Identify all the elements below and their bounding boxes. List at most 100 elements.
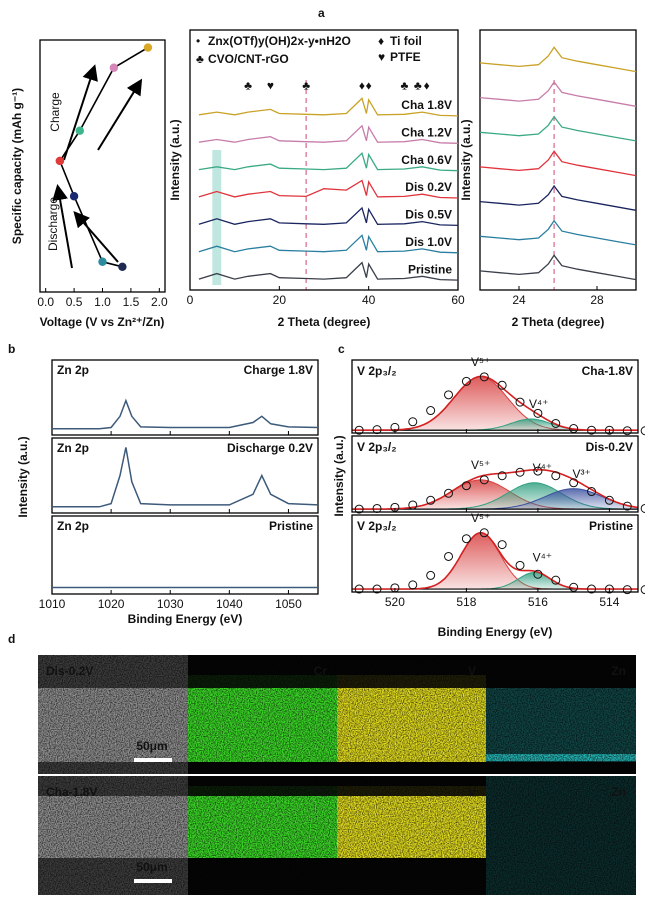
legend-symbol: ♣ (196, 52, 204, 66)
spectrum (198, 151, 459, 172)
x-tick-label: 0.5 (66, 295, 83, 309)
data-point (444, 390, 454, 400)
data-point (479, 528, 489, 538)
sample-label: Dis-0.2V (586, 440, 633, 454)
data-point (354, 584, 364, 594)
legend-symbol: ♥ (378, 50, 385, 64)
data-point (461, 481, 471, 491)
annotation: Charge (48, 92, 62, 132)
data-point (569, 478, 579, 488)
trace-label: Cha 1.2V (401, 125, 452, 139)
image-texture (337, 776, 486, 895)
charge-arrow (97, 78, 143, 151)
image-texture (337, 655, 486, 774)
scale-bar-label: 50μm (136, 739, 167, 753)
component-label: V⁵⁺ (471, 458, 490, 472)
data-point (515, 560, 525, 570)
panel-label: Zn 2p (57, 441, 89, 455)
data-point (640, 426, 645, 436)
fit-envelope (352, 375, 638, 431)
trace-label: Dis 1.0V (405, 235, 452, 249)
component-label: V⁵⁺ (471, 511, 490, 525)
legend-symbol: ♦ (378, 34, 384, 48)
element-label: Cr (314, 785, 328, 799)
panel-label: Zn 2p (57, 519, 89, 533)
x-axis-label: 2 Theta (degree) (512, 315, 605, 329)
x-tick-label: 20 (273, 293, 287, 307)
peak-marker: ♣ (400, 79, 408, 93)
scale-bar-label: 50μm (136, 860, 167, 874)
data-point (515, 397, 525, 407)
x-tick-label: 1010 (39, 597, 66, 611)
data-point (109, 63, 119, 72)
axes-frame (51, 359, 319, 436)
peak-marker: ♣ (414, 79, 422, 93)
data-point (479, 372, 489, 382)
curve (59, 160, 123, 268)
fit-component (352, 532, 638, 590)
component-label: V⁴⁺ (533, 461, 553, 475)
data-point (604, 495, 614, 505)
x-tick-label: 518 (456, 595, 476, 609)
data-point (408, 500, 418, 510)
data-point (497, 471, 507, 481)
spectrum (479, 150, 637, 177)
curve (59, 46, 149, 162)
axes-frame (351, 435, 639, 513)
sample-label: Dis-0.2V (46, 664, 93, 678)
x-axis-label: Binding Energy (eV) (438, 625, 553, 639)
fit-envelope (352, 531, 638, 590)
eds-images (38, 655, 636, 895)
data-point (515, 467, 525, 477)
data-point (118, 262, 127, 271)
spectrum (52, 398, 319, 430)
discharge-arrow (52, 184, 73, 269)
x-axis-label: Binding Energy (eV) (128, 612, 243, 626)
x-tick-label: 1.0 (94, 295, 111, 309)
data-point (622, 501, 632, 511)
spectrum (198, 124, 459, 144)
discharge-arrow (73, 210, 119, 263)
y-axis-label: Intensity (a.u.) (332, 435, 346, 516)
data-point (426, 495, 436, 505)
data-point (479, 475, 489, 485)
sample-label: Discharge 0.2V (227, 441, 313, 455)
x-tick-label: 24 (512, 293, 526, 307)
x-axis-label: 2 Theta (degree) (278, 315, 371, 329)
axes-frame (351, 359, 639, 434)
image-texture (486, 776, 636, 895)
x-tick-label: 1050 (275, 597, 302, 611)
image-texture (38, 655, 188, 774)
panel-letter: b (8, 342, 15, 356)
fit-component (352, 376, 638, 431)
panel-label: V 2p₃/₂ (357, 519, 397, 533)
x-tick-label: 514 (599, 595, 619, 609)
data-point (444, 488, 454, 498)
data-point (533, 569, 543, 579)
fit-envelope (352, 468, 639, 510)
peak-marker: ♦ (424, 79, 430, 93)
axes-frame (39, 39, 166, 293)
spectrum (479, 115, 637, 142)
sample-label: Cha-1.8V (582, 364, 633, 378)
element-label: V (468, 664, 476, 678)
x-tick-label: 0.0 (37, 295, 54, 309)
component-label: V⁴⁺ (529, 397, 549, 411)
component-label: V⁵⁺ (471, 355, 490, 369)
element-label: Zn (611, 664, 626, 678)
peak-marker: ♣ (302, 79, 310, 93)
spectrum (479, 46, 637, 73)
legend-symbol: • (196, 34, 200, 48)
element-label: Cr (314, 664, 328, 678)
axes-frame (51, 515, 319, 595)
data-point (426, 570, 436, 580)
sample-label: Cha-1.8V (46, 785, 97, 799)
element-label: Zn (611, 785, 626, 799)
y-axis-label: Intensity (a.u.) (168, 119, 182, 200)
trace-label: Dis 0.2V (405, 180, 452, 194)
peak-marker: ♥ (267, 79, 274, 93)
y-axis-label: Specific capacity (mAh g⁻¹) (10, 88, 24, 244)
data-point (497, 380, 507, 390)
component-label: V³⁺ (572, 467, 590, 481)
